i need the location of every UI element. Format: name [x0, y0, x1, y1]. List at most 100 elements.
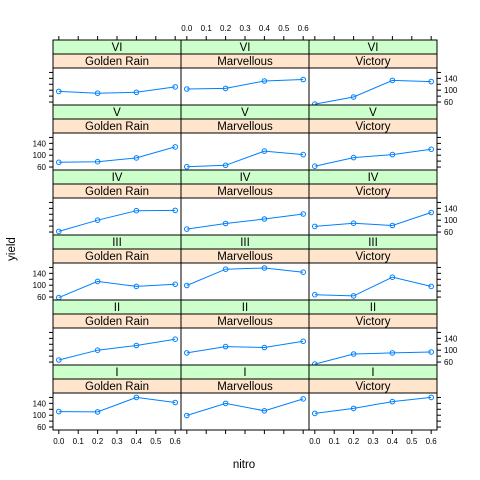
x-tick-label: 0.2 [220, 24, 232, 33]
y-tick-label: 140 [33, 139, 47, 148]
y-tick-label: 60 [37, 163, 46, 172]
plot-area [53, 263, 181, 300]
panel-I-marvellous: I Marvellous [181, 365, 309, 430]
y-tick-label: 60 [444, 358, 453, 367]
panel-V-victory: V Victory [309, 105, 437, 170]
variety-label: Marvellous [217, 381, 273, 393]
x-tick-label: 0.4 [259, 24, 271, 33]
block-label: III [112, 237, 122, 249]
x-ticks-bottom-col-2 [187, 430, 303, 434]
y-tick-label: 60 [444, 228, 453, 237]
x-tick-label: 0.3 [239, 24, 251, 33]
x-tick-label: 0.5 [150, 437, 162, 446]
block-label: VI [112, 42, 123, 54]
block-label: II [242, 302, 248, 314]
variety-label: Marvellous [217, 316, 273, 328]
x-tick-label: 0.5 [406, 437, 418, 446]
block-label: III [368, 237, 378, 249]
variety-label: Victory [356, 251, 391, 263]
plot-area [53, 68, 181, 105]
variety-label: Marvellous [217, 186, 273, 198]
block-label: III [240, 237, 250, 249]
panel-I-victory: I Victory [309, 365, 437, 430]
y-tick-label: 60 [37, 293, 46, 302]
plot-area [53, 328, 181, 365]
x-tick-label: 0.3 [367, 437, 379, 446]
y-tick-label: 140 [444, 334, 458, 343]
variety-label: Marvellous [217, 56, 273, 68]
block-label: II [370, 302, 376, 314]
x-tick-label: 0.6 [426, 437, 438, 446]
block-label: IV [368, 172, 379, 184]
plot-area [53, 133, 181, 170]
variety-label: Victory [356, 316, 391, 328]
panel-II-victory: II Victory [309, 300, 437, 366]
x-ticks-top-col-3 [315, 36, 431, 40]
x-tick-label: 0.1 [73, 437, 85, 446]
block-label: V [241, 107, 249, 119]
y-tick-label: 100 [33, 151, 47, 160]
panel-I-golden-rain: I Golden Rain [53, 365, 181, 430]
block-label: II [114, 302, 120, 314]
y-tick-label: 60 [37, 423, 46, 432]
panel-V-golden-rain: VGolden Rain [53, 105, 181, 170]
y-tick-label: 100 [33, 411, 47, 420]
x-axis-title: nitro [233, 459, 255, 471]
y-tick-label: 100 [444, 216, 458, 225]
y-tick-label: 140 [444, 204, 458, 213]
x-tick-label: 0.4 [387, 437, 399, 446]
x-axis-bottom-col-3: 0.0 0.1 0.2 0.3 0.4 0.5 0.6 [309, 430, 437, 446]
x-ticks-top-col-1 [59, 36, 175, 40]
x-tick-label: 0.4 [131, 437, 143, 446]
x-axis-top-col-2: 0.0 0.1 0.2 0.3 0.4 0.5 0.6 [181, 24, 309, 40]
variety-label: Golden Rain [85, 381, 149, 393]
x-tick-label: 0.0 [309, 437, 321, 446]
y-axis-title: yield [6, 237, 18, 261]
block-label: VI [240, 42, 251, 54]
y-tick-label: 140 [33, 269, 47, 278]
panel-IV-victory: IV Victory [309, 170, 437, 235]
panel-II-marvellous: II Marvellous [181, 300, 309, 365]
x-tick-label: 0.3 [111, 437, 123, 446]
plot-area [181, 68, 309, 105]
y-tick-label: 100 [444, 86, 458, 95]
block-label: I [371, 367, 374, 379]
plot-area [53, 198, 181, 235]
panel-IV-marvellous: IVMarvellous [181, 170, 309, 235]
panel-V-marvellous: V Marvellous [181, 105, 309, 170]
x-tick-label: 0.0 [181, 24, 193, 33]
panel-II-golden-rain: II Golden Rain [53, 300, 181, 365]
panel-III-victory: III Victory [309, 235, 437, 300]
block-label: VI [368, 42, 379, 54]
y-tick-label: 100 [444, 346, 458, 355]
variety-label: Golden Rain [85, 186, 149, 198]
variety-label: Victory [356, 381, 391, 393]
x-tick-label: 0.1 [329, 437, 341, 446]
x-axis-bottom-col-1: 0.0 0.1 0.2 0.3 0.4 0.5 0.6 [53, 430, 181, 446]
y-tick-label: 140 [33, 399, 47, 408]
variety-label: Marvellous [217, 121, 273, 133]
variety-label: Victory [356, 121, 391, 133]
panel-III-marvellous: III Marvellous [181, 235, 309, 300]
y-tick-label: 100 [33, 281, 47, 290]
x-tick-label: 0.6 [298, 24, 310, 33]
variety-label: Marvellous [217, 251, 273, 263]
variety-label: Victory [356, 56, 391, 68]
plot-area [309, 328, 437, 365]
plot-area [181, 198, 309, 235]
panel-VI-marvellous: VI Marvellous [181, 40, 309, 105]
panel-VI-golden-rain: VIGolden Rain [53, 40, 181, 105]
block-label: V [113, 107, 121, 119]
panel-IV-golden-rain: IV Golden Rain [53, 170, 181, 235]
variety-label: Golden Rain [85, 251, 149, 263]
variety-label: Golden Rain [85, 316, 149, 328]
plot-area [309, 263, 437, 300]
x-tick-label: 0.5 [278, 24, 290, 33]
x-tick-label: 0.6 [170, 437, 182, 446]
block-label: I [115, 367, 118, 379]
x-tick-label: 0.2 [348, 437, 360, 446]
variety-label: Victory [356, 186, 391, 198]
panel-VI-victory: VI Victory [309, 40, 437, 106]
block-label: V [369, 107, 377, 119]
block-label: I [243, 367, 246, 379]
